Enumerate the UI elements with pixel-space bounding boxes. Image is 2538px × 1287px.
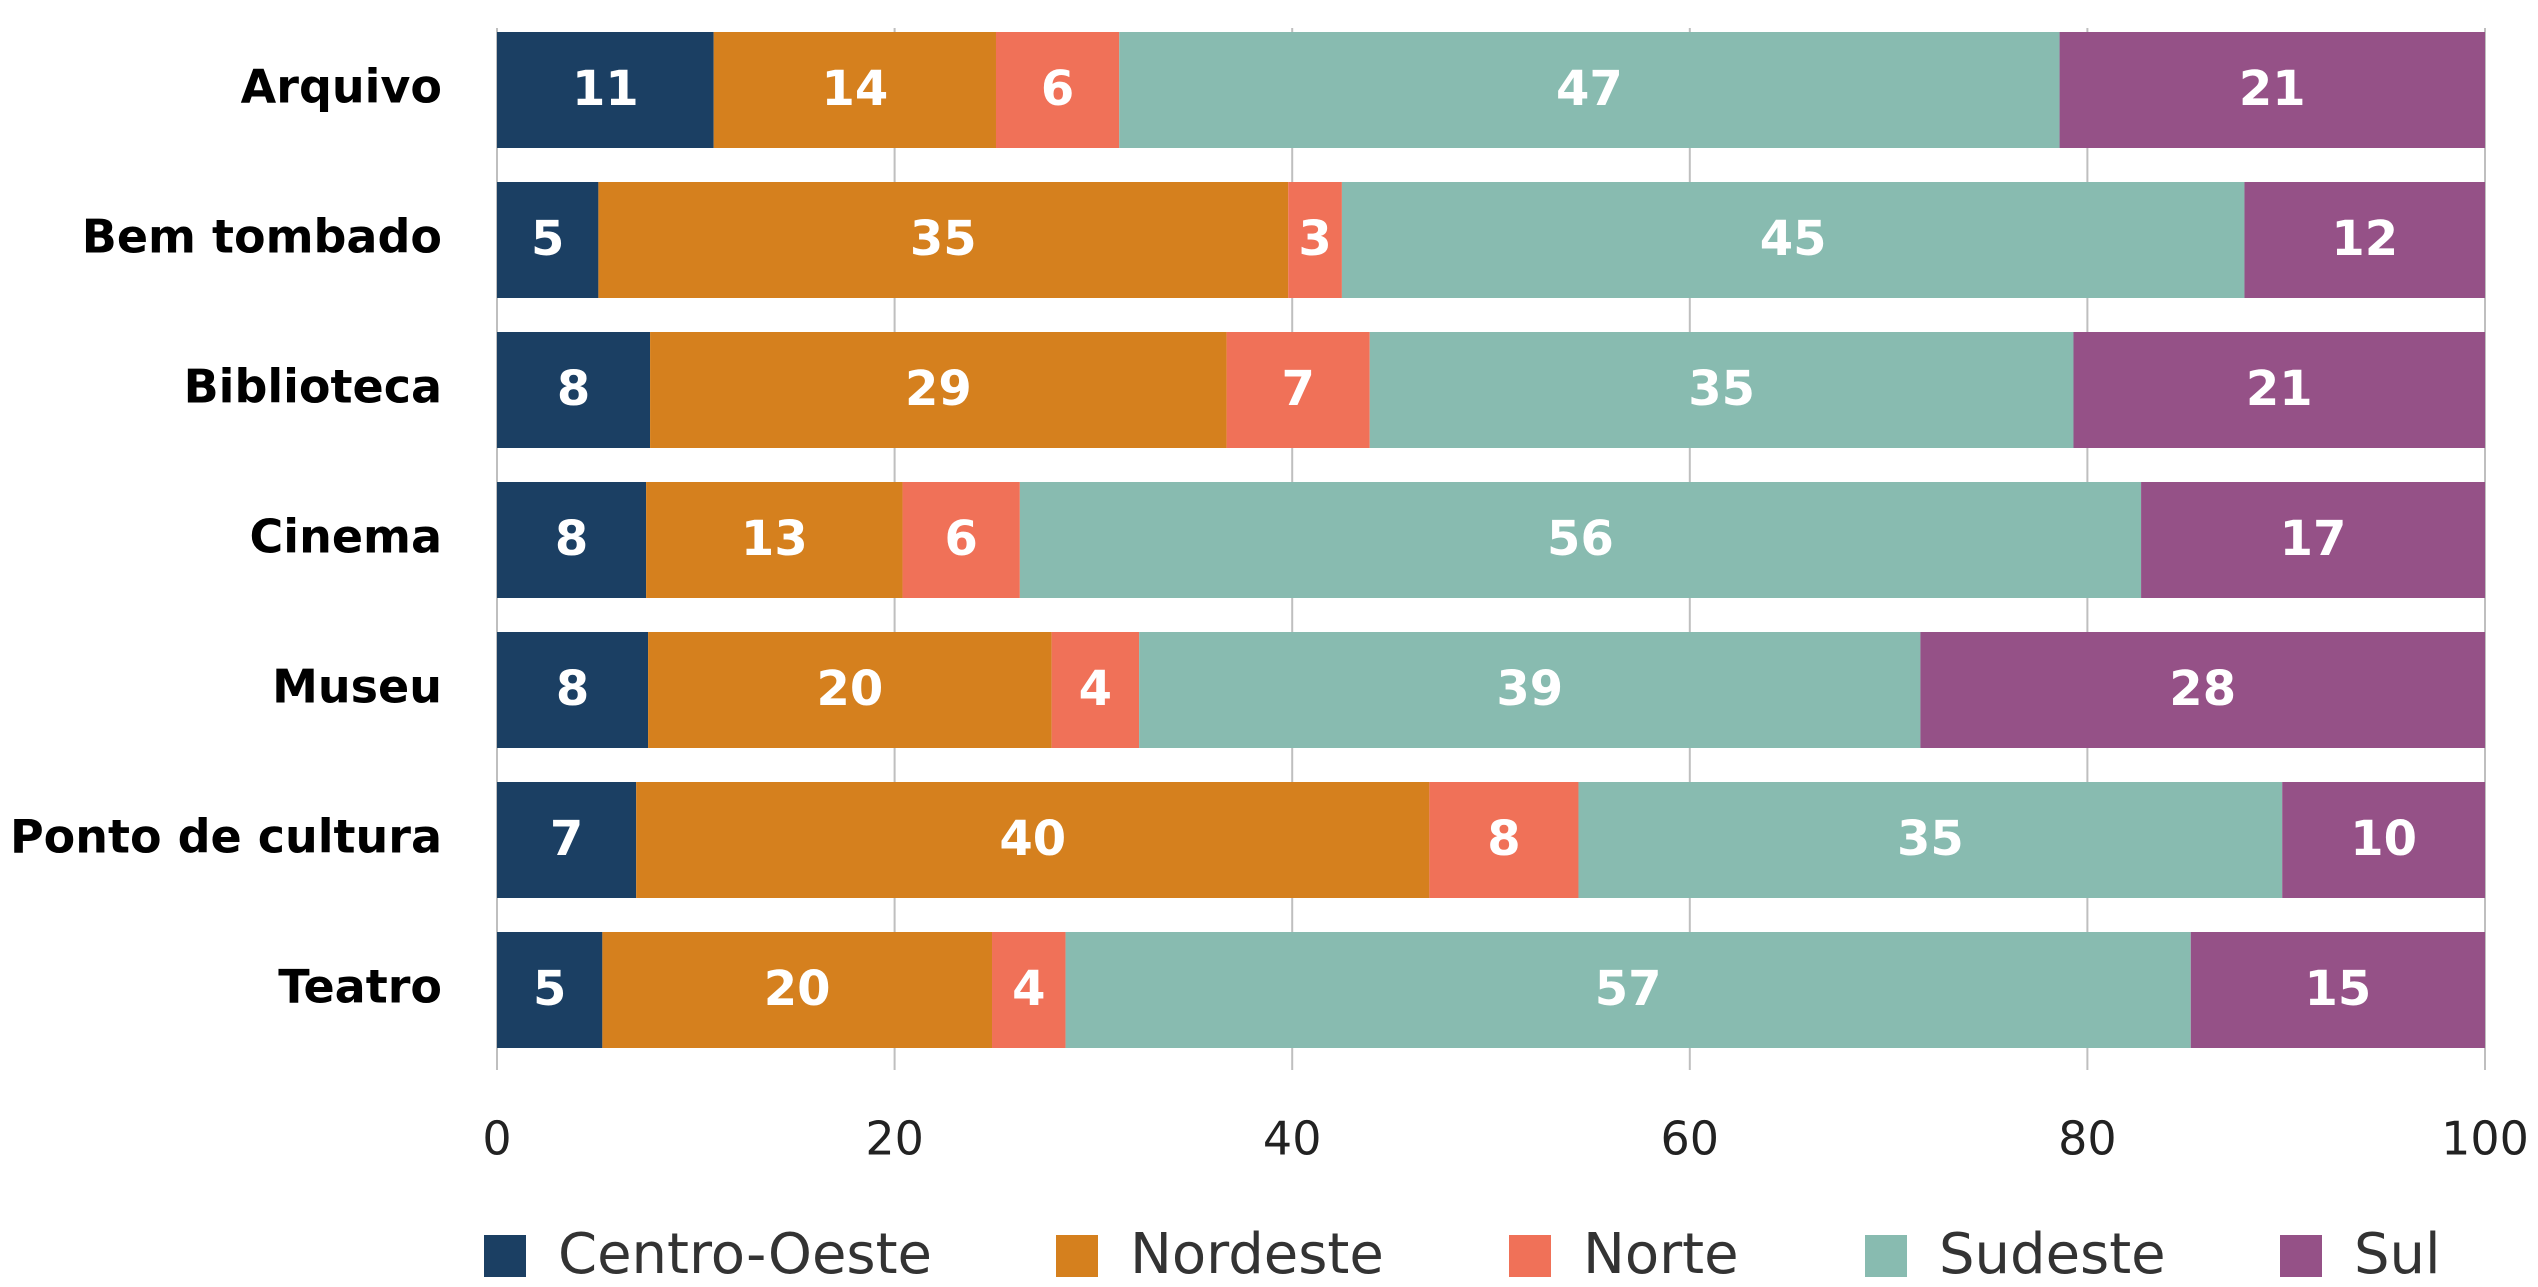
category-label: Arquivo xyxy=(241,60,442,114)
bar-segment xyxy=(497,932,603,1048)
data-label: 21 xyxy=(2239,61,2306,117)
bar-segment xyxy=(2073,332,2485,448)
data-label: 47 xyxy=(1556,61,1623,117)
data-label: 15 xyxy=(2304,961,2371,1017)
data-label: 4 xyxy=(1079,661,1112,717)
bar-segment xyxy=(1920,632,2485,748)
data-label: 28 xyxy=(2169,661,2236,717)
data-label: 5 xyxy=(531,211,564,267)
data-label: 57 xyxy=(1595,961,1662,1017)
legend-swatch xyxy=(1056,1235,1098,1277)
data-label: 40 xyxy=(999,811,1066,867)
bar-segment xyxy=(1226,332,1370,448)
data-label: 3 xyxy=(1298,211,1331,267)
bar-segment xyxy=(2282,782,2485,898)
data-label: 20 xyxy=(816,661,883,717)
data-label: 35 xyxy=(1897,811,1964,867)
data-label: 8 xyxy=(1487,811,1520,867)
legend-swatch xyxy=(1509,1235,1551,1277)
bar-segment xyxy=(1051,632,1140,748)
category-label: Ponto de cultura xyxy=(10,810,442,864)
x-tick-label: 0 xyxy=(482,1112,511,1166)
bar-segment xyxy=(650,332,1227,448)
bar-segment xyxy=(902,482,1020,598)
legend-swatch xyxy=(2280,1235,2322,1277)
bar-segment xyxy=(2244,182,2485,298)
data-label: 4 xyxy=(1012,961,1045,1017)
bar-segment xyxy=(2059,32,2485,148)
data-label: 35 xyxy=(1688,361,1755,417)
bar-segment xyxy=(1119,32,2060,148)
bar-segment xyxy=(1019,482,2142,598)
legend-label: Nordeste xyxy=(1130,1222,1384,1287)
category-label: Museu xyxy=(272,660,442,714)
bar-segment xyxy=(1429,782,1579,898)
bar-segment xyxy=(497,332,651,448)
bar-segment xyxy=(2190,932,2485,1048)
data-label: 10 xyxy=(2350,811,2417,867)
bar-segment xyxy=(713,32,996,148)
category-label: Bem tombado xyxy=(82,210,442,264)
x-tick-label: 100 xyxy=(2441,1112,2529,1166)
category-label: Teatro xyxy=(278,960,442,1014)
data-label: 13 xyxy=(741,511,808,567)
x-tick-label: 20 xyxy=(865,1112,924,1166)
data-label: 11 xyxy=(572,61,639,117)
bar-segment xyxy=(1369,332,2074,448)
data-label: 35 xyxy=(910,211,977,267)
data-label: 20 xyxy=(764,961,831,1017)
data-label: 12 xyxy=(2331,211,2398,267)
x-tick-label: 60 xyxy=(1661,1112,1720,1166)
bar-segment xyxy=(1288,182,1342,298)
bar-segment xyxy=(497,182,599,298)
bar-segment xyxy=(1341,182,2245,298)
bar-segment xyxy=(598,182,1289,298)
legend-swatch xyxy=(484,1235,526,1277)
x-tick-label: 40 xyxy=(1263,1112,1322,1166)
bar-segment xyxy=(995,32,1120,148)
data-label: 29 xyxy=(905,361,972,417)
data-label: 8 xyxy=(556,661,589,717)
bar-segment xyxy=(497,782,637,898)
bar-segment xyxy=(646,482,903,598)
bar-segment xyxy=(648,632,1052,748)
bar-segment xyxy=(497,32,714,148)
data-label: 7 xyxy=(550,811,583,867)
legend-label: Centro-Oeste xyxy=(558,1222,932,1287)
data-label: 14 xyxy=(821,61,888,117)
bar-segment xyxy=(497,632,649,748)
bar-segment xyxy=(992,932,1066,1048)
legend-label: Norte xyxy=(1583,1222,1739,1287)
legend-label: Sul xyxy=(2354,1222,2441,1287)
data-label: 39 xyxy=(1496,661,1563,717)
bar-segment xyxy=(1065,932,2191,1048)
data-label: 6 xyxy=(1041,61,1074,117)
category-label: Biblioteca xyxy=(184,360,442,414)
category-label: Cinema xyxy=(250,510,442,564)
legend-label: Sudeste xyxy=(1939,1222,2166,1287)
data-label: 7 xyxy=(1281,361,1314,417)
data-label: 8 xyxy=(557,361,590,417)
bar-segment xyxy=(636,782,1430,898)
data-label: 17 xyxy=(2280,511,2347,567)
data-label: 6 xyxy=(944,511,977,567)
data-label: 5 xyxy=(533,961,566,1017)
data-label: 8 xyxy=(555,511,588,567)
legend-swatch xyxy=(1865,1235,1907,1277)
x-tick-label: 80 xyxy=(2058,1112,2117,1166)
bar-segment xyxy=(1139,632,1921,748)
data-label: 45 xyxy=(1760,211,1827,267)
bar-segment xyxy=(602,932,993,1048)
bar-segment xyxy=(1578,782,2283,898)
bar-segment xyxy=(497,482,647,598)
data-label: 56 xyxy=(1547,511,1614,567)
bar-segment xyxy=(2141,482,2485,598)
data-label: 21 xyxy=(2246,361,2313,417)
